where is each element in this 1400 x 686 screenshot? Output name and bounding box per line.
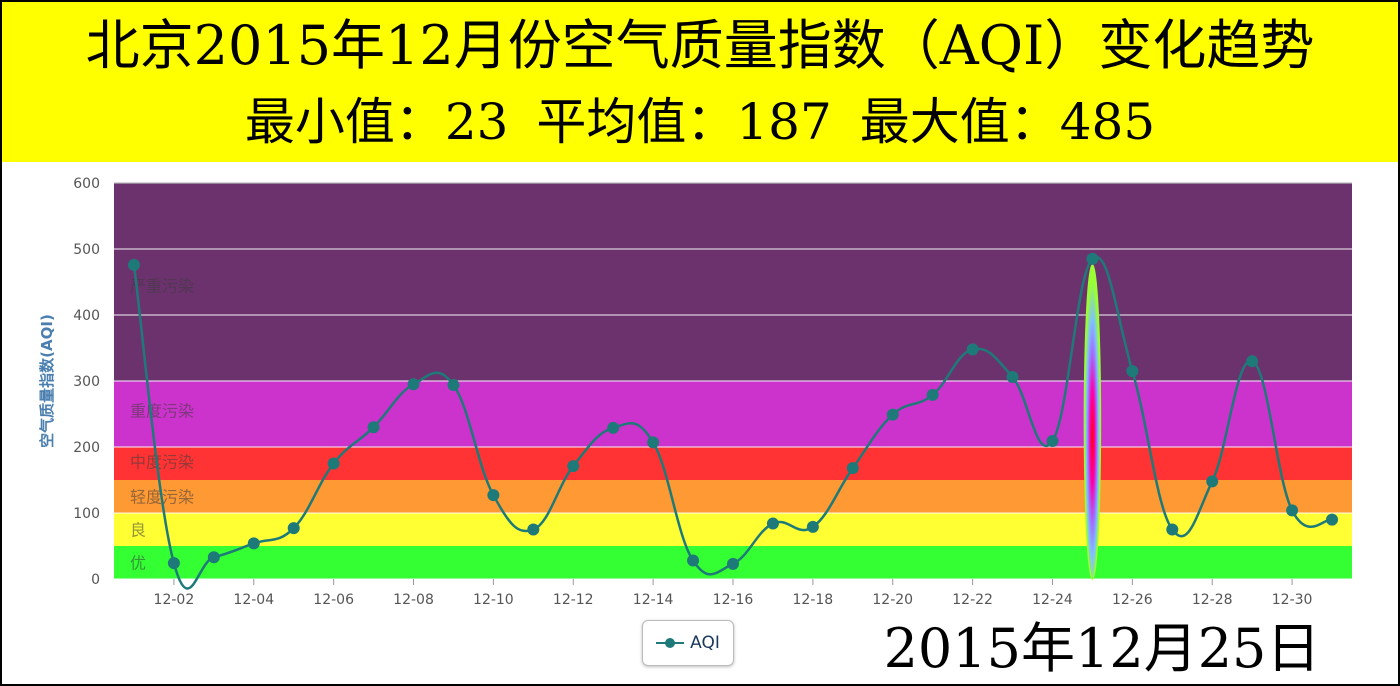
y-tick-400: 400: [73, 308, 100, 324]
x-tick-12-22: 12-22: [952, 592, 993, 608]
x-tick-12-06: 12-06: [313, 592, 354, 608]
aqi-series-line: [132, 255, 1333, 590]
data-point-12-06: [327, 457, 340, 470]
legend-label: AQI: [690, 633, 720, 653]
data-point-12-29: [1246, 355, 1259, 368]
x-tick-12-18: 12-18: [793, 592, 834, 608]
band-5: [114, 183, 1352, 381]
data-point-12-19: [846, 462, 859, 475]
data-point-12-02: [167, 557, 180, 570]
aqi-line-chart: 优良轻度污染中度污染重度污染严重污染0100200300400500600空气质…: [38, 176, 1352, 608]
band-label-3: 中度污染: [130, 453, 194, 472]
data-point-12-03: [207, 551, 220, 564]
band-label-5: 严重污染: [130, 276, 194, 295]
data-point-12-07: [367, 421, 380, 434]
y-axis-title: 空气质量指数(AQI): [38, 314, 56, 448]
data-point-12-28: [1206, 475, 1219, 488]
x-tick-12-30: 12-30: [1272, 592, 1313, 608]
data-point-12-24: [1046, 435, 1059, 448]
band-label-1: 良: [130, 521, 146, 540]
x-tick-12-16: 12-16: [713, 592, 754, 608]
chart-area: 优良轻度污染 中度污染 重度污染 严重污染 0 100 200 300 400 500 600 空气质…: [2, 162, 1398, 684]
data-point-12-16: [727, 557, 739, 570]
band-4: [114, 381, 1352, 447]
avg-value-label: 平均值：187: [536, 93, 832, 151]
data-point-12-10: [487, 489, 500, 502]
data-point-12-26: [1126, 365, 1139, 378]
data-point-12-20: [886, 408, 899, 421]
band-3: [114, 447, 1352, 480]
y-tick-100: 100: [73, 506, 100, 522]
x-tick-12-02: 12-02: [154, 592, 195, 608]
data-point-12-09: [447, 378, 460, 391]
data-point-12-17: [766, 517, 779, 530]
data-point-12-05: [287, 522, 300, 535]
x-tick-12-14: 12-14: [633, 592, 674, 608]
x-tick-12-08: 12-08: [393, 592, 434, 608]
header-banner: 北京2015年12月份空气质量指数（AQI）变化趋势 最小值：23 平均值：18…: [2, 2, 1398, 162]
x-tick-12-24: 12-24: [1032, 592, 1073, 608]
data-point-12-27: [1166, 523, 1179, 536]
chart-title: 北京2015年12月份空气质量指数（AQI）变化趋势: [85, 14, 1315, 77]
data-point-12-21: [926, 388, 939, 401]
stats-line: 最小值：23 平均值：187 最大值：485: [2, 86, 1398, 158]
y-tick-0: 0: [91, 572, 100, 588]
data-point-12-13: [607, 421, 620, 434]
data-point-12-08: [407, 378, 420, 391]
legend-series-marker: [656, 637, 685, 649]
data-point-12-12: [567, 460, 580, 473]
x-tick-12-26: 12-26: [1112, 592, 1153, 608]
band-2: [114, 480, 1352, 513]
data-point-12-15: [687, 554, 700, 567]
data-point-12-14: [647, 436, 660, 449]
min-value-label: 最小值：23: [244, 93, 509, 151]
band-1: [114, 513, 1352, 546]
x-tick-12-10: 12-10: [473, 592, 514, 608]
max-value-label: 最大值：485: [859, 93, 1156, 151]
data-point-12-30: [1286, 504, 1299, 517]
x-tick-12-28: 12-28: [1192, 592, 1233, 608]
data-point-12-11: [527, 523, 540, 536]
data-point-12-01: [127, 258, 140, 271]
y-tick-300: 300: [73, 374, 100, 390]
legend-aqi[interactable]: AQI: [642, 620, 734, 666]
y-tick-600: 600: [73, 176, 100, 192]
band-label-4: 重度污染: [130, 402, 194, 421]
band-label-0: 优: [130, 554, 146, 573]
data-point-12-04: [247, 537, 260, 550]
y-tick-200: 200: [73, 440, 100, 456]
data-point-12-18: [806, 520, 819, 533]
y-tick-500: 500: [73, 242, 100, 258]
data-point-12-22: [966, 343, 979, 356]
x-tick-12-20: 12-20: [872, 592, 913, 608]
data-point-12-25: [1086, 252, 1099, 265]
x-tick-12-12: 12-12: [553, 592, 594, 608]
highlight-date-label: 2015年12月25日: [883, 617, 1321, 680]
x-tick-12-04: 12-04: [233, 592, 274, 608]
data-point-12-31: [1326, 513, 1339, 526]
highlight-marker: [1083, 264, 1102, 580]
data-point-12-23: [1006, 371, 1019, 384]
